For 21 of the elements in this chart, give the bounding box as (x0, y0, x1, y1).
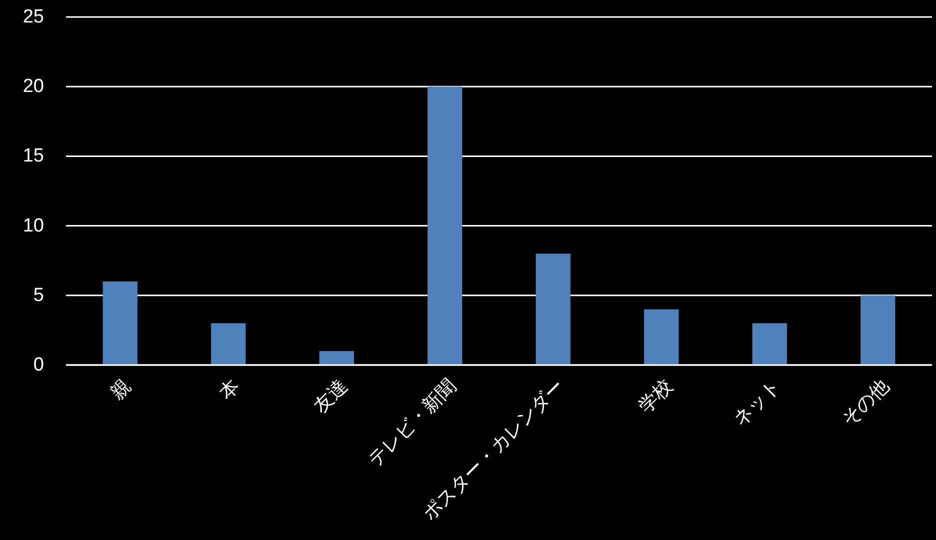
x-tick-label: 親 (107, 376, 136, 404)
bar (102, 281, 138, 365)
x-tick-label: テレビ・新聞 (364, 374, 460, 472)
bar (211, 323, 246, 365)
bar (860, 295, 896, 365)
x-tick-label: 本 (216, 376, 244, 404)
x-tick-label: 友達 (310, 376, 352, 418)
bar (536, 254, 570, 365)
y-tick-label: 20 (22, 76, 44, 98)
x-tick-label: 学校 (635, 376, 677, 418)
bar (428, 86, 462, 365)
y-tick-label: 5 (33, 284, 44, 306)
y-tick-label: 10 (22, 215, 44, 236)
bar (752, 323, 787, 365)
y-tick-label: 15 (22, 146, 44, 167)
bar (319, 351, 354, 365)
y-tick-label: 25 (22, 6, 44, 28)
x-tick-label: ネット (730, 376, 786, 431)
x-tick-label: その他 (838, 376, 894, 431)
y-tick-label: 0 (33, 354, 44, 376)
bar (644, 309, 679, 365)
